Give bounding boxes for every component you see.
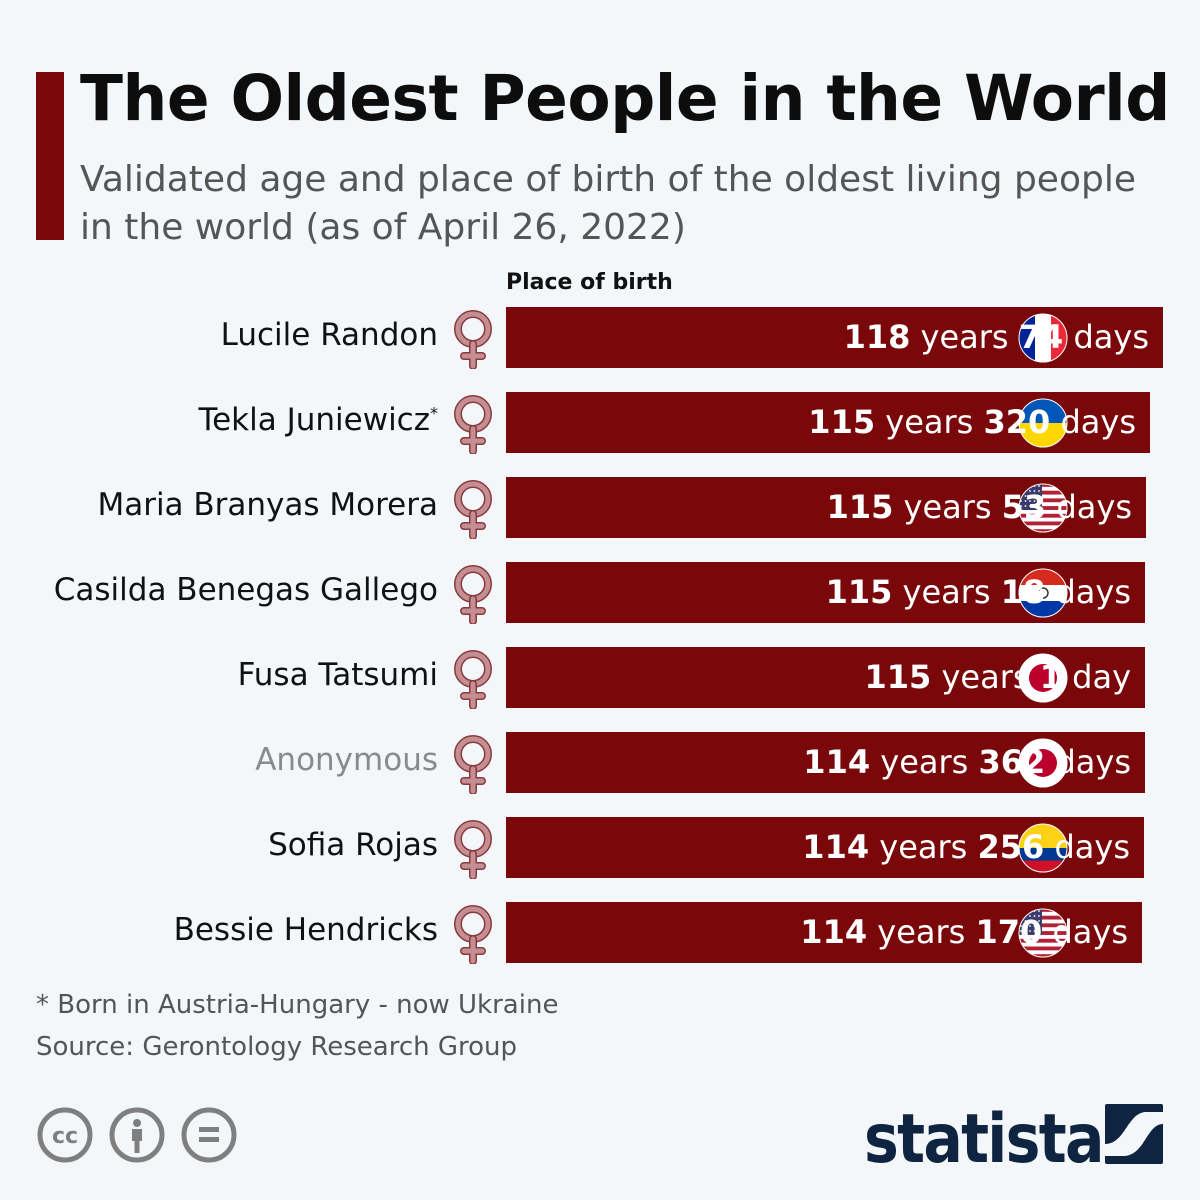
female-icon	[454, 480, 492, 539]
statista-logo-mark-icon	[1105, 1104, 1163, 1164]
bar-row: Lucile Randon 118 years 74 days	[0, 307, 1200, 369]
data-label: 114 years 256 days	[802, 828, 1130, 866]
person-name: Maria Branyas Morera	[97, 487, 438, 523]
flag-usa-icon	[1018, 908, 1068, 958]
title-accent-bar	[36, 72, 64, 240]
name-text: Anonymous	[255, 742, 438, 778]
female-icon	[454, 735, 492, 794]
data-label: 118 years 74 days	[843, 318, 1149, 356]
bar-row: Bessie Hendricks 114 years 170 days	[0, 902, 1200, 964]
name-text: Sofia Rojas	[268, 827, 438, 863]
attribution-icon	[109, 1107, 165, 1163]
person-name: Fusa Tatsumi	[238, 657, 438, 693]
subtitle: Validated age and place of birth of the …	[80, 159, 1136, 248]
person-name: Sofia Rojas	[268, 827, 438, 863]
bar-row: Fusa Tatsumi 115 years 1 day	[0, 647, 1200, 709]
female-icon	[454, 820, 492, 879]
name-text: Fusa Tatsumi	[237, 657, 438, 693]
name-text: Maria Branyas Morera	[97, 487, 438, 523]
name-text: Bessie Hendricks	[173, 912, 438, 948]
bar-row: Tekla Juniewicz* 115 years 320 days	[0, 392, 1200, 454]
bar: 115 years 320 days	[506, 392, 1150, 453]
person-name: Lucile Randon	[221, 317, 438, 353]
person-name: Casilda Benegas Gallego	[54, 572, 438, 608]
bar: 114 years 362 days	[506, 732, 1145, 793]
data-label: 115 years 320 days	[808, 403, 1136, 441]
name-text: Lucile Randon	[220, 317, 438, 353]
name-text: Casilda Benegas Gallego	[53, 572, 438, 608]
column-header-place-of-birth: Place of birth	[506, 270, 673, 295]
person-name: Bessie Hendricks	[174, 912, 438, 948]
bar: 118 years 74 days	[506, 307, 1163, 368]
data-label: 114 years 362 days	[803, 743, 1131, 781]
bar-row: Maria Branyas Morera 115 years 53 days	[0, 477, 1200, 539]
flag-paraguay-icon	[1018, 568, 1068, 618]
source: Source: Gerontology Research Group	[36, 1032, 518, 1062]
bar: 115 years 53 days	[506, 477, 1146, 538]
flag-japan-icon	[1018, 653, 1068, 703]
flag-usa-icon	[1018, 483, 1068, 533]
no-derivatives-icon	[181, 1107, 237, 1163]
data-label: 115 years 1 day	[864, 658, 1132, 696]
statista-logo: statista	[864, 1100, 1104, 1179]
female-icon	[454, 905, 492, 964]
bar-row: Anonymous 114 years 362 days	[0, 732, 1200, 794]
female-icon	[454, 565, 492, 624]
flag-france-icon	[1018, 313, 1068, 363]
female-icon	[454, 310, 492, 369]
person-name: Tekla Juniewicz*	[198, 402, 438, 438]
svg-text:cc: cc	[52, 1124, 78, 1149]
bar-row: Casilda Benegas Gallego 115 years 18 day…	[0, 562, 1200, 624]
cc-icon: cc	[37, 1107, 93, 1163]
data-label: 115 years 53 days	[826, 488, 1132, 526]
name-text: Tekla Juniewicz	[198, 402, 430, 438]
bar: 114 years 170 days	[506, 902, 1142, 963]
footnote-marker: *	[430, 403, 438, 423]
person-name: Anonymous	[255, 742, 438, 778]
female-icon	[454, 650, 492, 709]
bar-row: Sofia Rojas 114 years 256 days	[0, 817, 1200, 879]
bar: 115 years 1 day	[506, 647, 1145, 708]
data-label: 114 years 170 days	[800, 913, 1128, 951]
flag-colombia-icon	[1018, 823, 1068, 873]
bar: 115 years 18 days	[506, 562, 1145, 623]
flag-ukraine-icon	[1018, 398, 1068, 448]
flag-japan-icon	[1018, 738, 1068, 788]
female-icon	[454, 395, 492, 454]
page-title: The Oldest People in the World	[80, 62, 1170, 135]
bar: 114 years 256 days	[506, 817, 1144, 878]
footnote: * Born in Austria-Hungary - now Ukraine	[36, 990, 559, 1020]
data-label: 115 years 18 days	[825, 573, 1131, 611]
